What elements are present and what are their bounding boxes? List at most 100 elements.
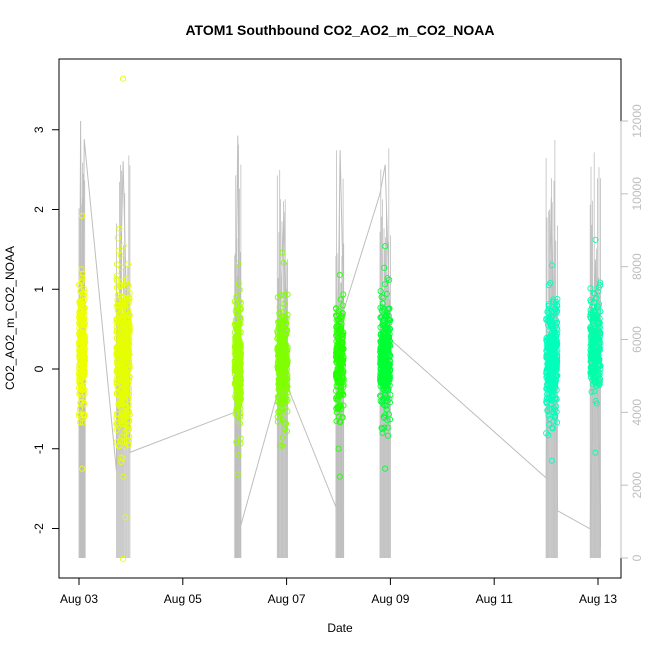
data-point bbox=[236, 397, 243, 404]
data-point bbox=[237, 305, 244, 312]
data-point bbox=[116, 352, 123, 359]
data-point bbox=[377, 345, 384, 352]
data-point bbox=[386, 276, 393, 283]
data-point bbox=[545, 309, 552, 316]
data-point bbox=[233, 439, 240, 446]
data-point bbox=[275, 370, 282, 377]
secondary-tick-label: 8000 bbox=[630, 253, 644, 280]
data-point bbox=[335, 339, 342, 346]
data-point bbox=[546, 366, 553, 373]
data-point bbox=[384, 385, 391, 392]
data-point bbox=[81, 313, 88, 320]
data-point bbox=[545, 301, 552, 308]
data-point bbox=[117, 328, 124, 335]
data-point bbox=[118, 308, 125, 315]
data-point bbox=[384, 424, 391, 431]
data-point bbox=[381, 324, 388, 331]
x-tick-label: Aug 13 bbox=[579, 592, 617, 606]
data-point bbox=[235, 382, 242, 389]
data-point bbox=[337, 366, 344, 374]
secondary-y-axis: 0 2000 4000 6000 8000 10000 12000 bbox=[620, 104, 644, 561]
data-point bbox=[79, 212, 86, 219]
data-point bbox=[592, 344, 599, 351]
data-point bbox=[336, 473, 343, 480]
data-point bbox=[77, 328, 84, 335]
data-point bbox=[383, 402, 390, 409]
data-point bbox=[545, 302, 552, 309]
data-point bbox=[336, 357, 343, 364]
data-point bbox=[543, 430, 550, 437]
data-point bbox=[384, 331, 391, 338]
data-point bbox=[552, 310, 559, 317]
data-point bbox=[543, 316, 550, 324]
data-point bbox=[594, 302, 601, 309]
data-point bbox=[550, 418, 557, 425]
data-point bbox=[77, 301, 84, 308]
data-point bbox=[79, 290, 86, 297]
data-point bbox=[283, 328, 290, 335]
data-point bbox=[333, 349, 340, 356]
data-point bbox=[597, 308, 604, 315]
data-point bbox=[549, 371, 556, 378]
data-point bbox=[77, 287, 84, 294]
data-point bbox=[552, 406, 559, 413]
data-point bbox=[545, 375, 552, 382]
data-point bbox=[237, 367, 244, 374]
data-point bbox=[549, 355, 556, 362]
data-point bbox=[385, 305, 392, 313]
data-point bbox=[384, 275, 391, 282]
data-point bbox=[379, 397, 386, 405]
data-point bbox=[381, 424, 388, 431]
data-point bbox=[235, 280, 242, 287]
data-point bbox=[549, 425, 556, 432]
data-point bbox=[378, 353, 385, 360]
data-point bbox=[549, 329, 556, 336]
data-point bbox=[120, 294, 127, 301]
data-point bbox=[279, 434, 286, 441]
data-point bbox=[281, 360, 288, 368]
data-point bbox=[381, 352, 388, 359]
data-point bbox=[382, 412, 389, 419]
data-point bbox=[597, 279, 604, 286]
data-point bbox=[554, 319, 561, 326]
y-tick-label: 2 bbox=[32, 206, 46, 213]
data-point bbox=[80, 292, 88, 299]
data-point bbox=[279, 327, 286, 334]
data-point bbox=[280, 259, 287, 266]
data-point bbox=[553, 403, 560, 410]
data-point bbox=[381, 281, 388, 288]
data-point bbox=[234, 260, 241, 267]
data-point bbox=[381, 372, 388, 380]
data-point bbox=[284, 375, 291, 383]
secondary-tick-label: 10000 bbox=[630, 177, 644, 211]
data-point bbox=[232, 347, 239, 354]
data-point bbox=[340, 383, 347, 390]
data-point bbox=[283, 385, 290, 392]
data-point bbox=[277, 379, 285, 386]
data-point bbox=[597, 282, 604, 289]
data-point bbox=[379, 334, 386, 341]
data-point bbox=[335, 360, 342, 367]
data-points bbox=[75, 75, 604, 562]
data-point bbox=[113, 261, 121, 268]
data-point bbox=[232, 375, 239, 382]
data-point bbox=[337, 296, 344, 303]
data-point bbox=[554, 358, 561, 365]
x-tick-label: Aug 09 bbox=[371, 592, 409, 606]
data-point bbox=[124, 307, 132, 314]
data-point bbox=[113, 377, 120, 384]
data-point bbox=[123, 276, 131, 283]
data-point bbox=[235, 323, 242, 330]
data-point bbox=[122, 514, 129, 521]
data-point bbox=[596, 320, 603, 327]
data-point bbox=[377, 349, 384, 356]
data-point bbox=[548, 457, 555, 464]
data-point bbox=[382, 243, 389, 250]
data-point bbox=[275, 324, 282, 331]
data-point bbox=[277, 389, 284, 396]
data-point bbox=[377, 288, 384, 295]
x-tick-label: Aug 11 bbox=[476, 592, 513, 606]
data-point bbox=[593, 382, 600, 389]
data-point bbox=[384, 432, 392, 439]
secondary-tick-label: 2000 bbox=[630, 472, 644, 499]
